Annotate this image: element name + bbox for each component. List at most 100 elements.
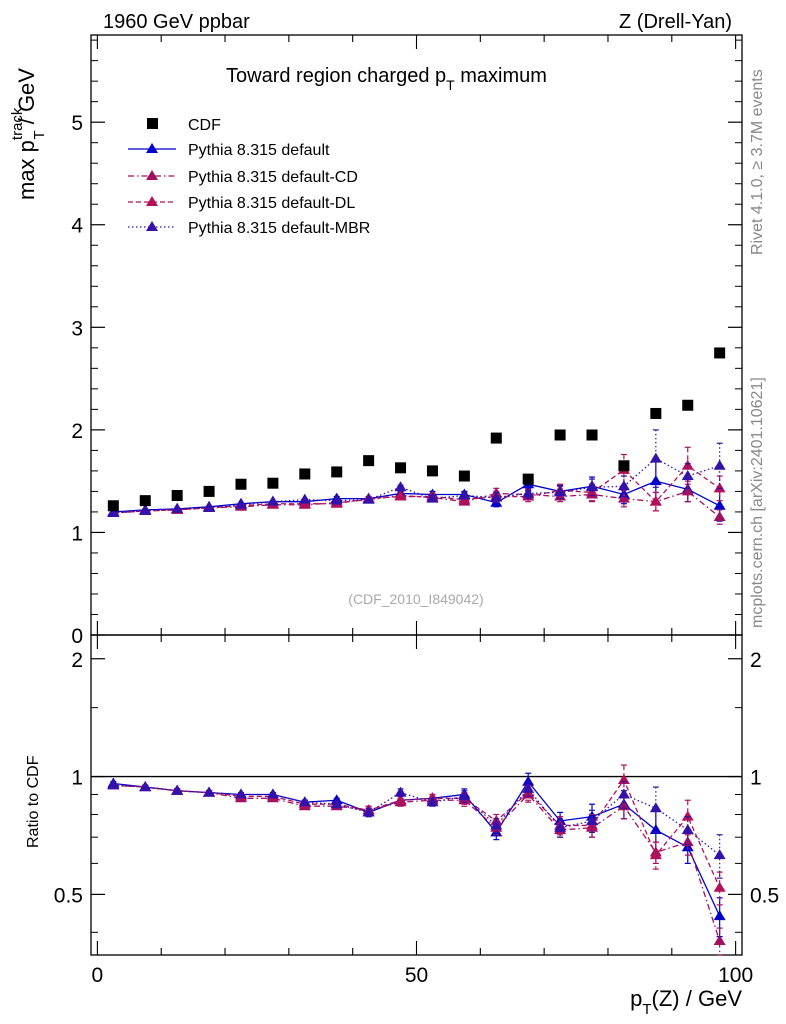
main-line-pythia-8-315-default-mbr	[113, 457, 720, 514]
mcplots-label: mcplots.cern.ch [arXiv:2401.10621]	[749, 377, 766, 628]
main-point	[617, 480, 630, 491]
main-axes: 0 1 2 3 4 5	[71, 35, 742, 648]
legend: CDF Pythia 8.315 default Pythia 8.315 de…	[128, 117, 370, 237]
cdf-data-point	[395, 462, 407, 474]
main-point	[649, 452, 662, 463]
cdf-data-point	[139, 495, 151, 507]
main-point	[234, 498, 247, 509]
legend-marker-mbr	[146, 221, 158, 231]
cdf-data-point	[426, 465, 438, 477]
main-point	[713, 511, 726, 522]
cdf-data-point	[618, 460, 630, 472]
main-point	[586, 481, 599, 492]
main-series-pythia-8-315-default-cd	[107, 480, 726, 525]
ratio-point	[139, 781, 152, 792]
ratio-plot-frame	[90, 634, 743, 956]
main-point	[649, 475, 662, 486]
x-tick-label: 100	[718, 964, 753, 987]
main-point	[554, 486, 567, 497]
ratio-series-layer	[107, 764, 726, 956]
ratio-point	[458, 790, 471, 801]
legend-marker-cd	[146, 170, 158, 180]
ratio-point	[649, 802, 662, 813]
ratio-line-pythia-8-315-default-mbr	[113, 784, 721, 856]
main-point	[458, 489, 471, 500]
main-point	[107, 506, 120, 517]
ratio-y-tick-label-right: 2	[750, 649, 762, 672]
ratio-point	[522, 782, 535, 793]
ratio-point	[203, 786, 216, 797]
legend-marker-cdf	[147, 118, 158, 129]
main-line-pythia-8-315-default	[113, 480, 720, 513]
legend-label-dl: Pythia 8.315 default-DL	[188, 195, 355, 212]
main-point	[522, 487, 535, 498]
header-energy: 1960 GeV ppbar	[103, 11, 250, 33]
ratio-point	[394, 794, 407, 805]
main-series-pythia-8-315-default	[107, 460, 726, 522]
main-point	[203, 501, 216, 512]
ratio-line-pythia-8-315-default-dl	[113, 778, 721, 888]
main-series-pythia-8-315-default-dl	[107, 446, 726, 517]
ratio-line-pythia-8-315-default	[113, 780, 721, 917]
main-y-tick-label: 0	[71, 625, 83, 648]
ratio-point	[586, 814, 599, 825]
main-point	[394, 481, 407, 492]
analysis-watermark: (CDF_2010_I849042)	[348, 591, 483, 607]
ratio-point	[266, 788, 279, 799]
main-point	[362, 493, 375, 504]
main-plot-title: Toward region charged pT maximum	[226, 65, 547, 93]
cdf-data-point	[107, 500, 119, 512]
ratio-point	[298, 796, 311, 807]
ratio-point	[681, 824, 694, 835]
main-point	[394, 490, 407, 501]
ratio-y-tick-label: 1	[71, 767, 83, 790]
main-y-axis-label: max ptrack T / GeV	[9, 68, 48, 200]
main-y-tick-label: 3	[71, 317, 83, 340]
ratio-point	[362, 806, 375, 817]
ratio-series-pythia-8-315-default-cd	[107, 779, 726, 956]
ratio-point	[490, 819, 503, 830]
legend-marker-dl	[146, 196, 158, 206]
ratio-series-pythia-8-315-default-mbr	[107, 779, 726, 879]
legend-marker-default	[146, 143, 158, 153]
main-y-tick-label: 5	[71, 112, 83, 135]
main-point	[490, 491, 503, 502]
cdf-data-point	[267, 477, 279, 489]
main-y-tick-label: 2	[71, 420, 83, 443]
main-point	[681, 470, 694, 481]
x-tick-label: 0	[92, 964, 104, 987]
ratio-point	[330, 798, 343, 809]
ratio-series-pythia-8-315-default-dl	[107, 764, 726, 906]
x-axis-label: pT(Z) / GeV	[630, 986, 742, 1018]
ratio-y-tick-label: 2	[71, 649, 83, 672]
legend-label-default: Pythia 8.315 default	[188, 142, 330, 159]
ratio-point	[713, 935, 726, 946]
ratio-point	[234, 788, 247, 799]
cdf-data-point	[171, 490, 183, 502]
ratio-y-axis-label: Ratio to CDF	[25, 755, 42, 848]
main-point	[713, 499, 726, 510]
ratio-y-tick-label-right: 1	[750, 767, 762, 790]
main-point	[298, 493, 311, 504]
ratio-point	[649, 824, 662, 835]
ratio-point	[713, 849, 726, 860]
main-point	[681, 485, 694, 496]
cdf-data-point	[554, 429, 566, 441]
cdf-data-point	[363, 455, 375, 467]
ratio-series-pythia-8-315-default	[107, 772, 726, 938]
ratio-point	[554, 821, 567, 832]
cdf-data-point	[650, 407, 662, 419]
cdf-data-point	[331, 466, 343, 478]
main-point	[649, 495, 662, 506]
cdf-data-point	[203, 485, 215, 497]
ratio-axes: 0.5 0.5 1 1 2 2 0 50 100	[54, 635, 779, 987]
ratio-point	[394, 786, 407, 797]
main-point	[266, 495, 279, 506]
ratio-point	[522, 775, 535, 786]
ratio-point	[681, 810, 694, 821]
legend-label-mbr: Pythia 8.315 default-MBR	[188, 220, 370, 237]
x-tick-label: 50	[405, 964, 428, 987]
main-series-pythia-8-315-default-mbr	[107, 429, 726, 517]
main-y-tick-label: 4	[71, 215, 83, 238]
